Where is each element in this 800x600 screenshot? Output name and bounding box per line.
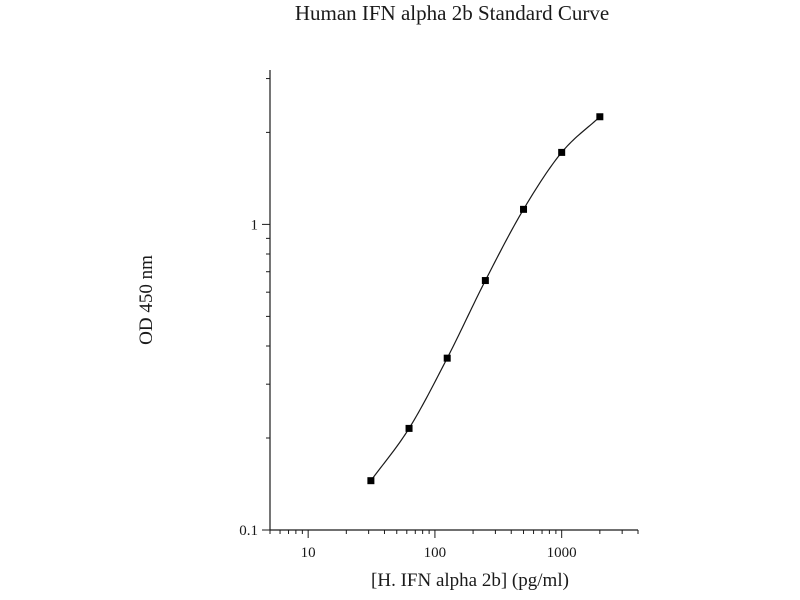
x-axis-label: [H. IFN alpha 2b] (pg/ml) xyxy=(371,570,569,591)
chart-title: Human IFN alpha 2b Standard Curve xyxy=(295,1,609,25)
data-point xyxy=(481,277,489,285)
y-tick-label: 1 xyxy=(251,217,259,233)
data-point xyxy=(558,148,566,156)
data-points xyxy=(367,113,604,485)
x-tick-label: 100 xyxy=(424,545,447,561)
x-axis-ticks: 10 100 1000 xyxy=(269,530,639,561)
data-point xyxy=(367,477,375,485)
data-point xyxy=(520,205,528,213)
y-axis-label: OD 450 nm xyxy=(136,255,157,345)
x-tick-label: 1000 xyxy=(547,545,577,561)
data-point xyxy=(596,113,604,121)
fit-curve xyxy=(370,116,601,482)
data-point xyxy=(443,354,451,362)
y-tick-label: 0.1 xyxy=(239,523,258,539)
y-axis-ticks: 0.11 xyxy=(239,78,270,539)
x-tick-label: 10 xyxy=(301,545,316,561)
axes xyxy=(269,70,638,531)
data-point xyxy=(405,424,413,432)
